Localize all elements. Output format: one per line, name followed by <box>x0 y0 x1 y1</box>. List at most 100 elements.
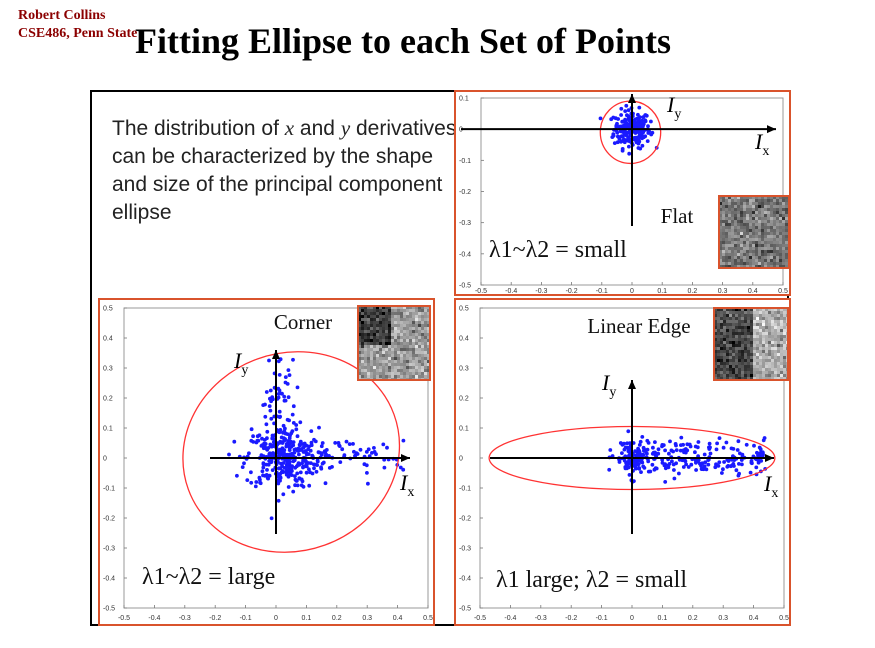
texture-cell <box>761 214 764 217</box>
texture-cell <box>743 208 746 211</box>
data-point <box>611 133 616 138</box>
texture-cell <box>403 306 406 309</box>
texture-cell <box>406 324 409 327</box>
data-point <box>639 470 643 474</box>
texture-cell <box>364 363 367 366</box>
texture-cell <box>782 202 785 205</box>
texture-cell <box>406 348 409 351</box>
texture-cell <box>731 202 734 205</box>
data-point <box>276 386 281 391</box>
texture-cell <box>367 342 370 345</box>
data-point <box>401 467 406 472</box>
eigen-text: λ1 large; λ2 = small <box>496 567 687 593</box>
texture-cell <box>415 342 418 345</box>
data-point <box>263 414 268 419</box>
texture-cell <box>780 326 783 329</box>
texture-cell <box>780 347 783 350</box>
texture-cell <box>780 308 783 311</box>
data-point <box>760 450 765 455</box>
texture-cell <box>400 366 403 369</box>
texture-cell <box>382 354 385 357</box>
texture-cell <box>725 199 728 202</box>
texture-cell <box>370 354 373 357</box>
texture-cell <box>415 336 418 339</box>
texture-cell <box>418 366 421 369</box>
texture-cell <box>771 341 774 344</box>
data-point <box>295 471 300 476</box>
texture-cell <box>717 374 720 377</box>
texture-cell <box>424 342 427 345</box>
texture-cell <box>771 335 774 338</box>
texture-cell <box>394 354 397 357</box>
texture-cell <box>361 336 364 339</box>
data-point <box>696 440 701 444</box>
texture-cell <box>753 323 756 326</box>
texture-cell <box>397 309 400 312</box>
data-point <box>253 484 258 489</box>
texture-cell <box>774 368 777 371</box>
data-point <box>282 394 287 399</box>
texture-cell <box>762 374 765 377</box>
texture-cell <box>737 208 740 211</box>
texture-cell <box>755 247 758 250</box>
texture-cell <box>729 320 732 323</box>
data-point <box>702 464 707 469</box>
texture-cell <box>743 223 746 226</box>
ix-arrow-icon <box>401 454 410 462</box>
texture-cell <box>761 196 764 199</box>
texture-cell <box>358 306 361 309</box>
texture-cell <box>415 309 418 312</box>
texture-cell <box>725 202 728 205</box>
data-point <box>271 435 275 440</box>
texture-cell <box>743 220 746 223</box>
texture-cell <box>743 232 746 235</box>
texture-cell <box>734 235 737 238</box>
texture-cell <box>749 241 752 244</box>
texture-cell <box>753 374 756 377</box>
texture-cell <box>738 347 741 350</box>
texture-cell <box>740 259 743 262</box>
texture-cell <box>364 336 367 339</box>
texture-cell <box>776 211 779 214</box>
texture-cell <box>755 220 758 223</box>
texture-cell <box>750 374 753 377</box>
texture-cell <box>735 332 738 335</box>
texture-cell <box>741 371 744 374</box>
texture-cell <box>776 259 779 262</box>
texture-cell <box>755 205 758 208</box>
texture-cell <box>765 356 768 359</box>
flat-plot: -0.5 -0.4 -0.3 -0.2 -0.1 0 0.1 0.2 0.3 0.4 0.50.10… <box>459 92 789 294</box>
texture-cell <box>358 312 361 315</box>
data-point <box>671 462 676 467</box>
texture-cell <box>424 348 427 351</box>
texture-cell <box>746 232 749 235</box>
texture-cell <box>714 365 717 368</box>
data-point <box>245 478 250 482</box>
texture-cell <box>746 247 749 250</box>
data-point <box>276 395 281 400</box>
texture-cell <box>370 336 373 339</box>
texture-cell <box>764 235 767 238</box>
texture-cell <box>394 369 397 372</box>
data-point <box>748 470 753 475</box>
texture-cell <box>379 357 382 360</box>
texture-cell <box>767 229 770 232</box>
texture-cell <box>382 339 385 342</box>
x-tick-label: 0.3 <box>718 288 728 294</box>
texture-cell <box>418 315 421 318</box>
texture-cell <box>725 253 728 256</box>
texture-cell <box>719 226 722 229</box>
texture-cell <box>367 327 370 330</box>
texture-cell <box>747 368 750 371</box>
texture-cell <box>741 335 744 338</box>
texture-cell <box>737 241 740 244</box>
texture-cell <box>729 335 732 338</box>
texture-cell <box>424 339 427 342</box>
data-point <box>277 441 282 445</box>
data-point <box>304 470 309 475</box>
texture-cell <box>750 377 753 380</box>
texture-cell <box>376 342 379 345</box>
texture-cell <box>719 214 722 217</box>
texture-cell <box>397 342 400 345</box>
texture-cell <box>421 351 424 354</box>
